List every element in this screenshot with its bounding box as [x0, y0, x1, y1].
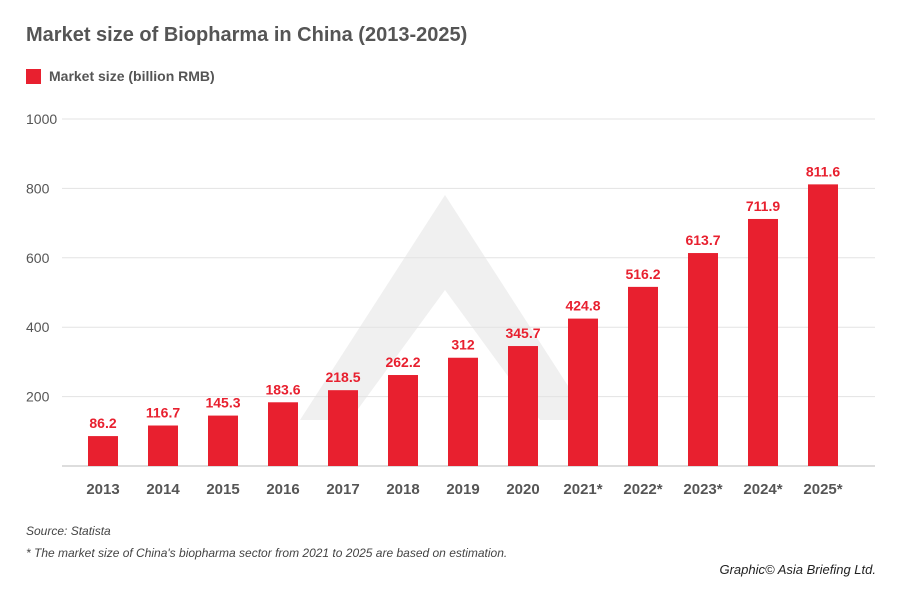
y-tick-label: 600	[26, 250, 50, 266]
bar	[748, 218, 778, 466]
data-label: 218.5	[325, 369, 360, 385]
data-label: 811.6	[806, 163, 840, 179]
data-label: 424.8	[565, 298, 600, 314]
y-tick-label: 1000	[26, 111, 57, 127]
watermark-logo	[300, 195, 590, 420]
legend: Market size (billion RMB)	[26, 68, 215, 84]
data-label: 262.2	[385, 354, 420, 370]
data-label: 516.2	[625, 266, 660, 282]
y-tick-label: 800	[26, 180, 50, 196]
x-tick-label: 2015	[206, 481, 239, 498]
source-note: Source: Statista	[26, 524, 111, 538]
x-tick-label: 2024*	[743, 481, 782, 498]
y-tick-label: 400	[26, 319, 50, 335]
data-label: 116.7	[146, 405, 180, 421]
x-tick-label: 2022*	[623, 481, 662, 498]
x-tick-label: 2017	[326, 481, 359, 498]
credit: Graphic© Asia Briefing Ltd.	[719, 562, 876, 577]
legend-label: Market size (billion RMB)	[49, 68, 215, 84]
bar-chart: 200 400 600 800 1000 86.2 2013 116.7 2014 145.3 20…	[26, 111, 875, 498]
bar	[208, 415, 238, 466]
bar	[148, 425, 178, 466]
x-tick-label: 2013	[86, 481, 119, 498]
x-tick-label: 2023*	[683, 481, 722, 498]
data-label: 86.2	[89, 415, 116, 431]
data-label: 711.9	[746, 198, 780, 214]
chart-title: Market size of Biopharma in China (2013-…	[26, 24, 468, 46]
y-tick-label: 200	[26, 389, 50, 405]
bar	[808, 184, 838, 466]
x-tick-label: 2020	[506, 481, 539, 498]
bar	[508, 346, 538, 466]
legend-swatch	[26, 68, 41, 84]
x-tick-label: 2018	[386, 481, 419, 498]
data-label: 312	[451, 337, 475, 353]
x-tick-label: 2025*	[803, 481, 842, 498]
x-tick-label: 2021*	[563, 481, 602, 498]
data-label: 613.7	[685, 232, 720, 248]
bar	[268, 402, 298, 466]
bar	[628, 286, 658, 466]
bar	[568, 318, 598, 466]
data-label: 183.6	[265, 381, 300, 397]
bar	[328, 390, 358, 466]
x-tick-label: 2014	[146, 481, 180, 498]
estimation-note: * The market size of China's biopharma s…	[26, 546, 508, 560]
x-tick-label: 2016	[266, 481, 299, 498]
data-label: 345.7	[505, 325, 540, 341]
bar	[388, 375, 418, 466]
bar	[448, 357, 478, 466]
x-tick-label: 2019	[446, 481, 479, 498]
bar	[688, 253, 718, 466]
data-label: 145.3	[205, 395, 240, 411]
bar	[88, 436, 118, 466]
